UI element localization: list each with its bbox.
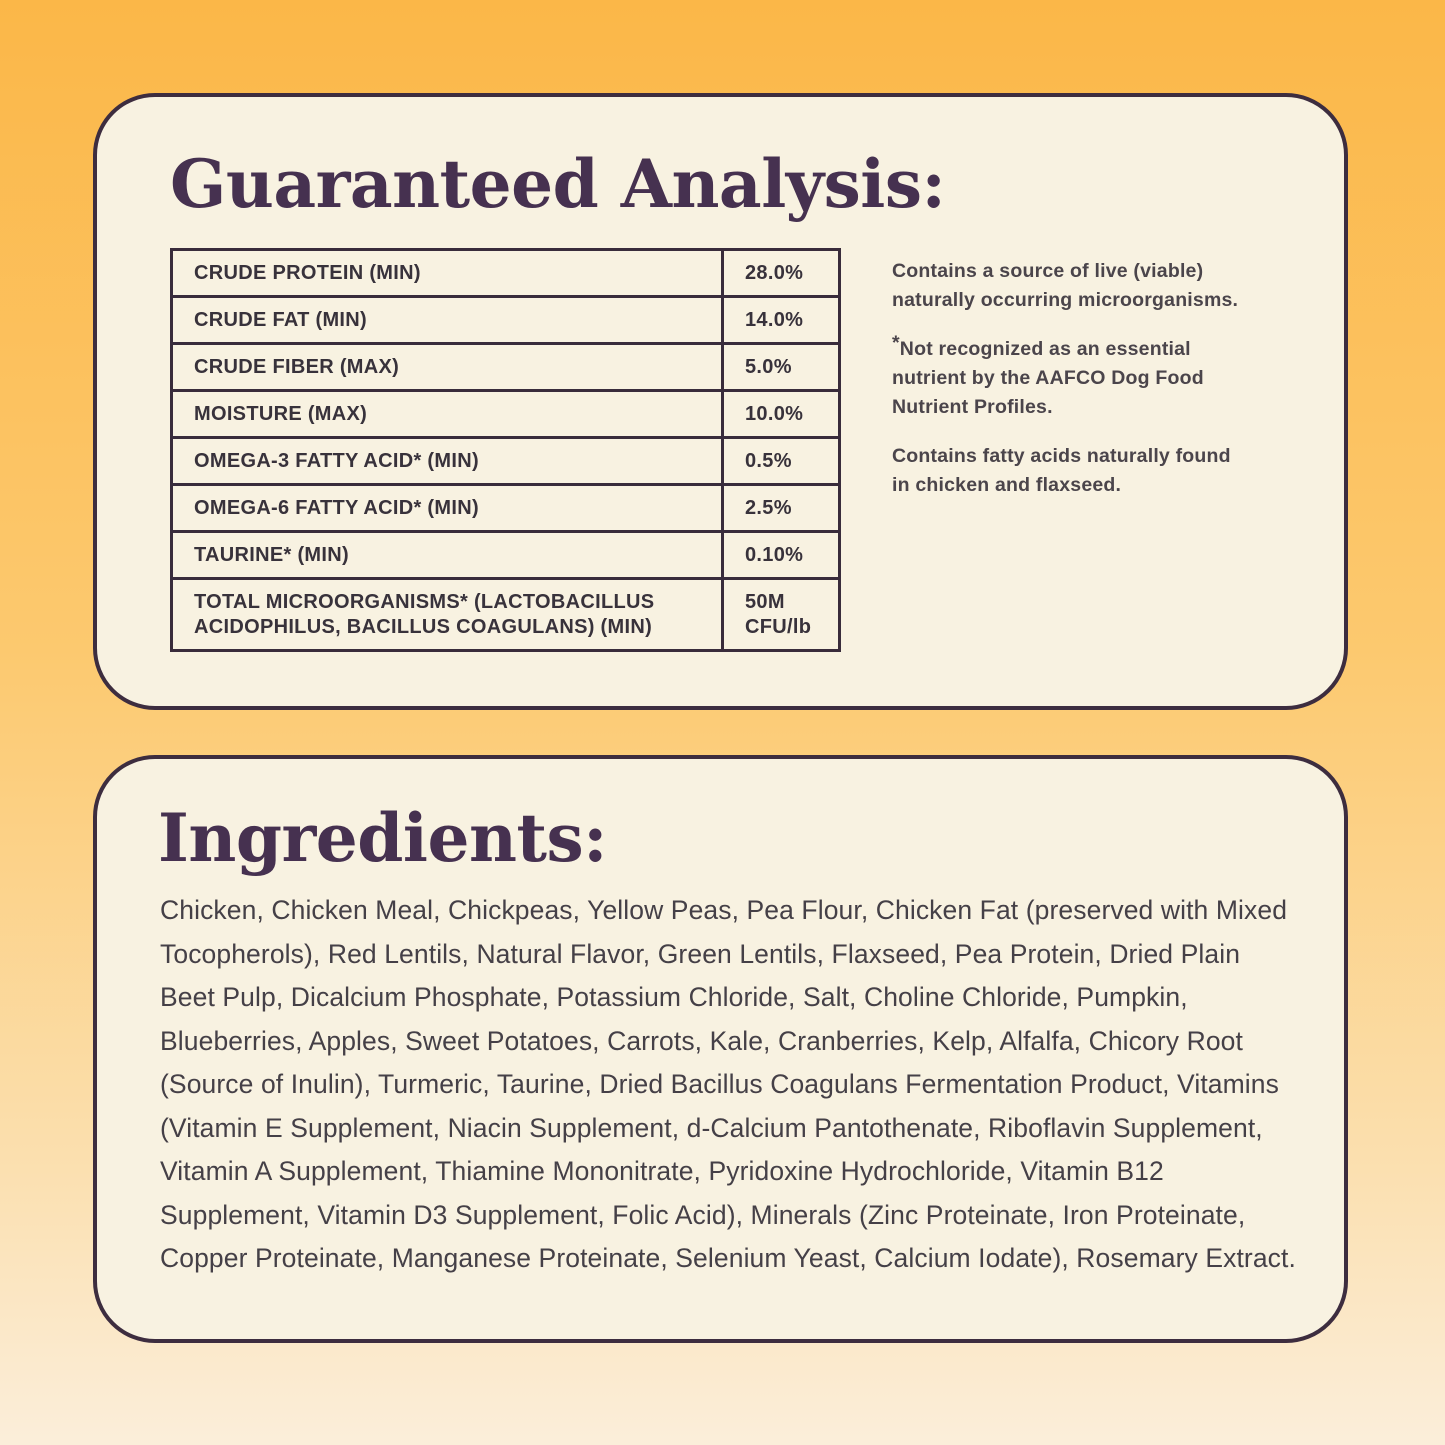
- table-row: TOTAL MICROORGANISMS* (LACTOBACILLUS ACI…: [170, 577, 841, 652]
- nutrient-value: 28.0%: [721, 248, 841, 298]
- analysis-note: Contains a source of live (viable) natur…: [892, 257, 1248, 315]
- analysis-note-text: Contains a source of live (viable) natur…: [892, 260, 1239, 311]
- guaranteed-analysis-title: Guaranteed Analysis:: [170, 145, 946, 223]
- nutrient-value: 14.0%: [721, 295, 841, 345]
- table-row: OMEGA-3 FATTY ACID* (MIN) 0.5%: [170, 436, 841, 486]
- table-row: CRUDE FIBER (MAX) 5.0%: [170, 342, 841, 392]
- analysis-note-text: Not recognized as an essential nutrient …: [892, 338, 1204, 418]
- analysis-notes: Contains a source of live (viable) natur…: [892, 257, 1248, 520]
- nutrient-label: TOTAL MICROORGANISMS* (LACTOBACILLUS ACI…: [170, 577, 724, 652]
- analysis-note: *Not recognized as an essential nutrient…: [892, 332, 1248, 422]
- ingredients-text: Chicken, Chicken Meal, Chickpeas, Yellow…: [160, 895, 1296, 1273]
- nutrient-value: 2.5%: [721, 483, 841, 533]
- guaranteed-analysis-table-body: CRUDE PROTEIN (MIN) 28.0% CRUDE FAT (MIN) 1…: [170, 248, 841, 652]
- table-row: OMEGA-6 FATTY ACID* (MIN) 2.5%: [170, 483, 841, 533]
- table-row: TAURINE* (MIN) 0.10%: [170, 530, 841, 580]
- nutrient-value: 0.10%: [721, 530, 841, 580]
- nutrient-value: 10.0%: [721, 389, 841, 439]
- analysis-note: Contains fatty acids naturally found in …: [892, 442, 1248, 500]
- nutrient-value: 50M CFU/lb: [721, 577, 841, 652]
- nutrient-value: 5.0%: [721, 342, 841, 392]
- nutrient-label: TAURINE* (MIN): [170, 530, 724, 580]
- nutrient-label: CRUDE FAT (MIN): [170, 295, 724, 345]
- nutrient-label: OMEGA-6 FATTY ACID* (MIN): [170, 483, 724, 533]
- nutrient-label: CRUDE PROTEIN (MIN): [170, 248, 724, 298]
- analysis-note-text: Contains fatty acids naturally found in …: [892, 445, 1231, 496]
- ingredients-card: Ingredients: Chicken, Chicken Meal, Chic…: [93, 755, 1348, 1343]
- table-row: MOISTURE (MAX) 10.0%: [170, 389, 841, 439]
- nutrient-label: OMEGA-3 FATTY ACID* (MIN): [170, 436, 724, 486]
- nutrient-value: 0.5%: [721, 436, 841, 486]
- table-row: CRUDE PROTEIN (MIN) 28.0%: [170, 248, 841, 298]
- ingredients-title: Ingredients:: [158, 799, 607, 877]
- guaranteed-analysis-card: Guaranteed Analysis: CRUDE PROTEIN (MIN)…: [93, 93, 1348, 710]
- guaranteed-analysis-table: CRUDE PROTEIN (MIN) 28.0% CRUDE FAT (MIN) 1…: [170, 248, 841, 652]
- nutrient-label: CRUDE FIBER (MAX): [170, 342, 724, 392]
- asterisk-superscript: *: [892, 332, 900, 354]
- nutrient-label: MOISTURE (MAX): [170, 389, 724, 439]
- table-row: CRUDE FAT (MIN) 14.0%: [170, 295, 841, 345]
